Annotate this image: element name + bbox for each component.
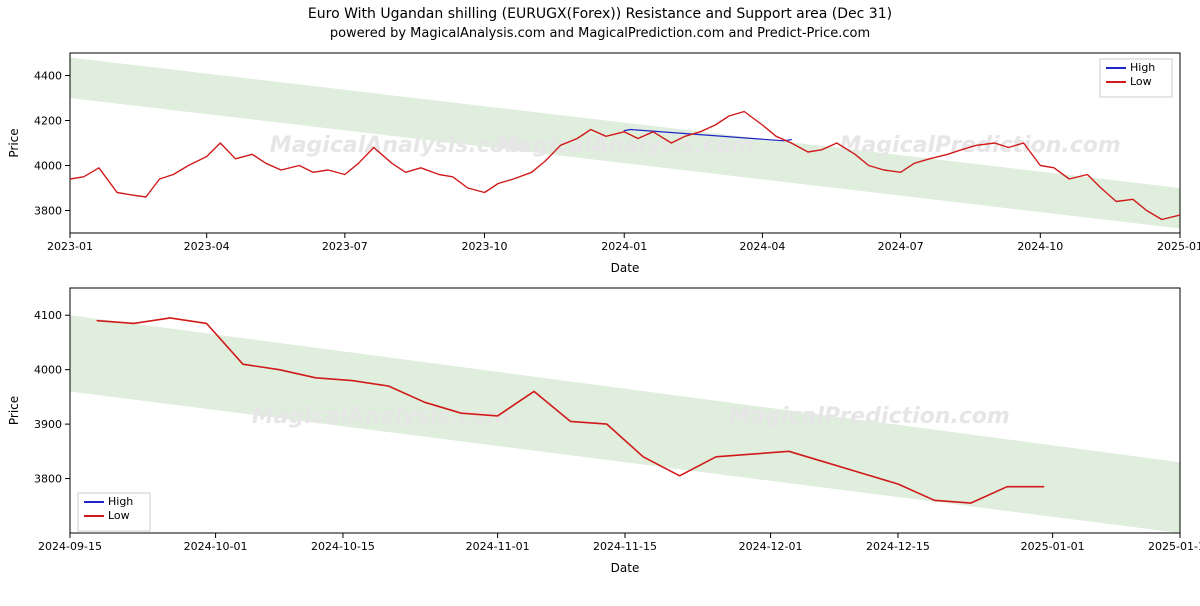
y-axis-label: Price [7, 128, 21, 157]
xtick-label: 2024-04 [739, 240, 785, 253]
ytick-label: 3800 [34, 473, 62, 486]
xtick-label: 2024-11-15 [593, 540, 657, 553]
xtick-label: 2025-01-01 [1021, 540, 1085, 553]
xtick-label: 2023-01 [47, 240, 93, 253]
ytick-label: 3900 [34, 418, 62, 431]
xtick-label: 2023-10 [462, 240, 508, 253]
xtick-label: 2025-01 [1157, 240, 1200, 253]
legend-label: High [1130, 61, 1155, 74]
xtick-label: 2024-10-15 [311, 540, 375, 553]
ytick-label: 4200 [34, 115, 62, 128]
xtick-label: 2024-07 [878, 240, 924, 253]
x-axis-label: Date [611, 561, 640, 575]
top-chart-svg: MagicalAnalysis.comMagicalAnalysis.comMa… [0, 43, 1200, 278]
legend-label: Low [108, 509, 130, 522]
ytick-label: 4000 [34, 364, 62, 377]
x-axis-label: Date [611, 261, 640, 275]
page-subtitle: powered by MagicalAnalysis.com and Magic… [0, 26, 1200, 41]
watermark: MagicalAnalysis.com [252, 404, 510, 429]
xtick-label: 2023-07 [322, 240, 368, 253]
legend-label: High [108, 495, 133, 508]
xtick-label: 2024-10 [1017, 240, 1063, 253]
xtick-label: 2024-12-01 [739, 540, 803, 553]
xtick-label: 2024-10-01 [184, 540, 248, 553]
xtick-label: 2024-11-01 [466, 540, 530, 553]
bottom-chart-svg: MagicalAnalysis.com MagicalPrediction.com… [0, 278, 1200, 578]
xtick-label: 2024-01 [601, 240, 647, 253]
xtick-label: 2024-09-15 [38, 540, 102, 553]
ytick-label: 4100 [34, 309, 62, 322]
xtick-label: 2023-04 [184, 240, 230, 253]
ytick-label: 3800 [34, 205, 62, 218]
ytick-label: 4400 [34, 70, 62, 83]
support-resistance-band [70, 315, 1180, 533]
page-title: Euro With Ugandan shilling (EURUGX(Forex… [0, 6, 1200, 22]
top-chart: MagicalAnalysis.comMagicalAnalysis.comMa… [0, 43, 1200, 278]
legend-label: Low [1130, 75, 1152, 88]
watermark: MagicalAnalysis.com [496, 133, 754, 158]
watermark: MagicalAnalysis.com [270, 133, 528, 158]
ytick-label: 4000 [34, 160, 62, 173]
watermark: MagicalPrediction.com [729, 404, 1010, 429]
xtick-label: 2025-01-15 [1148, 540, 1200, 553]
y-axis-label: Price [7, 396, 21, 425]
xtick-label: 2024-12-15 [866, 540, 930, 553]
bottom-chart: MagicalAnalysis.com MagicalPrediction.com… [0, 278, 1200, 578]
